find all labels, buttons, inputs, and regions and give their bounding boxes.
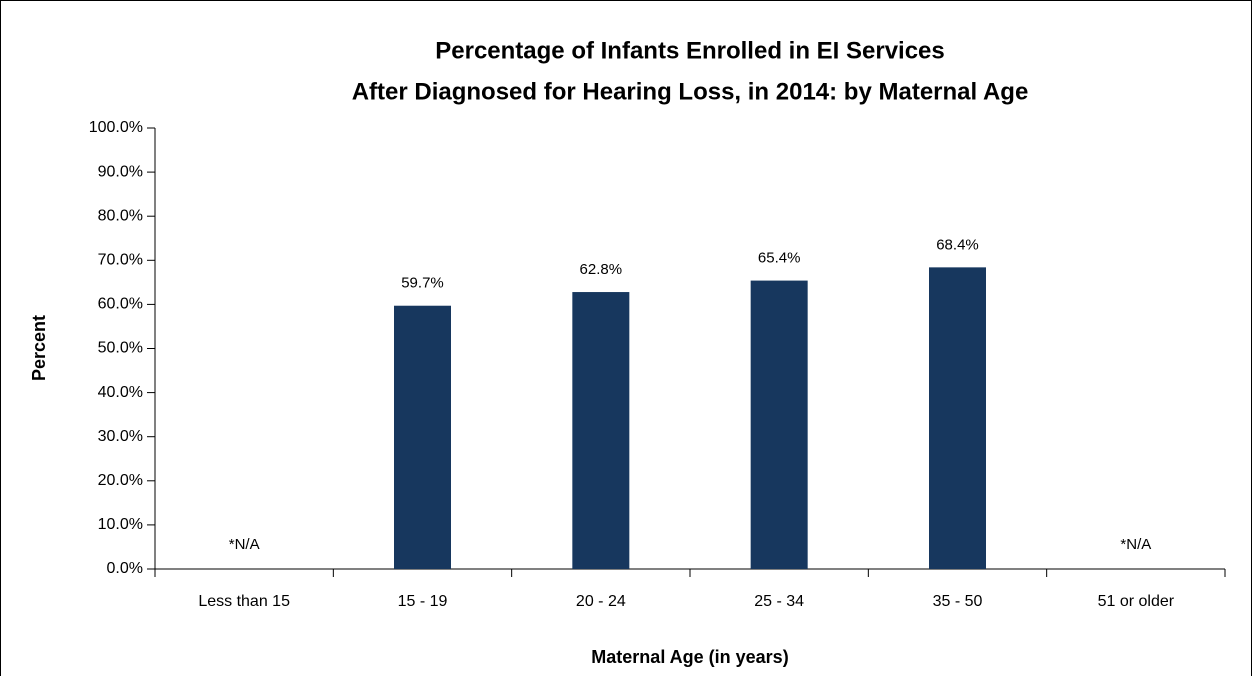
bar xyxy=(394,305,451,569)
value-label: 62.8% xyxy=(580,261,623,278)
bar xyxy=(929,267,986,569)
x-tick-label: 15 - 19 xyxy=(398,593,448,610)
value-label: 65.4% xyxy=(758,250,801,267)
chart-title: Percentage of Infants Enrolled in EI Ser… xyxy=(435,37,945,64)
y-tick-label: 80.0% xyxy=(98,207,143,224)
bar xyxy=(572,292,630,569)
y-tick-label: 100.0% xyxy=(89,119,143,136)
x-tick-label: Less than 15 xyxy=(198,593,290,610)
y-tick-label: 50.0% xyxy=(98,340,143,357)
x-tick-label: 35 - 50 xyxy=(933,593,983,610)
x-tick-label: 51 or older xyxy=(1098,593,1175,610)
y-tick-label: 10.0% xyxy=(98,516,143,533)
x-tick-label: 25 - 34 xyxy=(754,593,804,610)
y-tick-label: 30.0% xyxy=(98,428,143,445)
y-tick-label: 20.0% xyxy=(98,472,143,489)
value-label: 59.7% xyxy=(401,275,444,292)
value-label: 68.4% xyxy=(936,236,979,253)
y-tick-label: 60.0% xyxy=(98,296,143,313)
x-tick-label: 20 - 24 xyxy=(576,593,626,610)
y-tick-label: 40.0% xyxy=(98,384,143,401)
y-tick-label: 0.0% xyxy=(107,560,143,577)
bar xyxy=(750,280,808,569)
y-tick-label: 90.0% xyxy=(98,163,143,180)
x-axis-title: Maternal Age (in years) xyxy=(591,647,788,667)
y-axis-title: Percent xyxy=(29,315,49,381)
value-label: *N/A xyxy=(229,536,260,553)
y-tick-label: 70.0% xyxy=(98,252,143,269)
chart-title: After Diagnosed for Hearing Loss, in 201… xyxy=(352,78,1029,105)
value-label: *N/A xyxy=(1120,536,1151,553)
